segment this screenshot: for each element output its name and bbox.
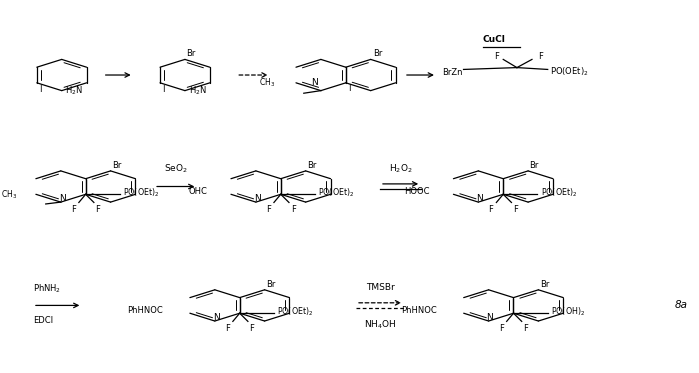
Text: Br: Br xyxy=(307,161,317,170)
Text: F: F xyxy=(96,206,101,214)
Text: PO(OEt)$_2$: PO(OEt)$_2$ xyxy=(278,305,314,318)
Text: F: F xyxy=(494,52,499,61)
Text: Br: Br xyxy=(373,49,382,58)
Text: PhHNOC: PhHNOC xyxy=(401,305,437,314)
Text: PO(OEt)$_2$: PO(OEt)$_2$ xyxy=(550,66,589,78)
Text: N: N xyxy=(311,78,317,87)
Text: EDCI: EDCI xyxy=(33,316,53,325)
Text: F: F xyxy=(225,325,230,333)
Text: H$_2$N: H$_2$N xyxy=(189,85,206,97)
Text: N: N xyxy=(254,194,261,203)
Text: PhNH$_2$: PhNH$_2$ xyxy=(33,282,61,295)
Text: OHC: OHC xyxy=(188,186,207,196)
Text: H$_2$N: H$_2$N xyxy=(65,85,83,97)
Text: N: N xyxy=(476,194,483,203)
Text: PO(OEt)$_2$: PO(OEt)$_2$ xyxy=(541,186,577,199)
Text: F: F xyxy=(489,206,493,214)
Text: 8a: 8a xyxy=(675,300,687,310)
Text: CuCl: CuCl xyxy=(483,35,505,44)
Text: F: F xyxy=(266,206,271,214)
Text: F: F xyxy=(498,325,503,333)
Text: PO(OH)$_2$: PO(OH)$_2$ xyxy=(551,305,585,318)
Text: F: F xyxy=(538,52,543,61)
Text: Br: Br xyxy=(540,280,549,289)
Text: H$_2$O$_2$: H$_2$O$_2$ xyxy=(389,163,412,175)
Text: I: I xyxy=(162,85,164,94)
Text: Br: Br xyxy=(266,280,275,289)
Text: TMSBr: TMSBr xyxy=(366,283,394,292)
Text: SeO$_2$: SeO$_2$ xyxy=(164,163,188,175)
Text: BrZn: BrZn xyxy=(442,68,462,76)
Text: F: F xyxy=(71,206,75,214)
Text: HOOC: HOOC xyxy=(404,186,429,196)
Text: CH$_3$: CH$_3$ xyxy=(1,188,17,201)
Text: N: N xyxy=(212,313,219,322)
Text: F: F xyxy=(513,206,518,214)
Text: Br: Br xyxy=(112,161,122,170)
Text: F: F xyxy=(291,206,296,214)
Text: Br: Br xyxy=(529,161,539,170)
Text: PO(OEt)$_2$: PO(OEt)$_2$ xyxy=(123,186,159,199)
Text: PhHNOC: PhHNOC xyxy=(127,305,163,314)
Text: I: I xyxy=(348,84,350,93)
Text: F: F xyxy=(524,325,528,333)
Text: N: N xyxy=(59,194,66,203)
Text: Br: Br xyxy=(187,49,196,58)
Text: F: F xyxy=(250,325,254,333)
Text: I: I xyxy=(39,85,41,94)
Text: CH$_3$: CH$_3$ xyxy=(259,76,275,89)
Text: PO(OEt)$_2$: PO(OEt)$_2$ xyxy=(319,186,354,199)
Text: NH$_4$OH: NH$_4$OH xyxy=(363,319,396,331)
Text: N: N xyxy=(487,313,493,322)
